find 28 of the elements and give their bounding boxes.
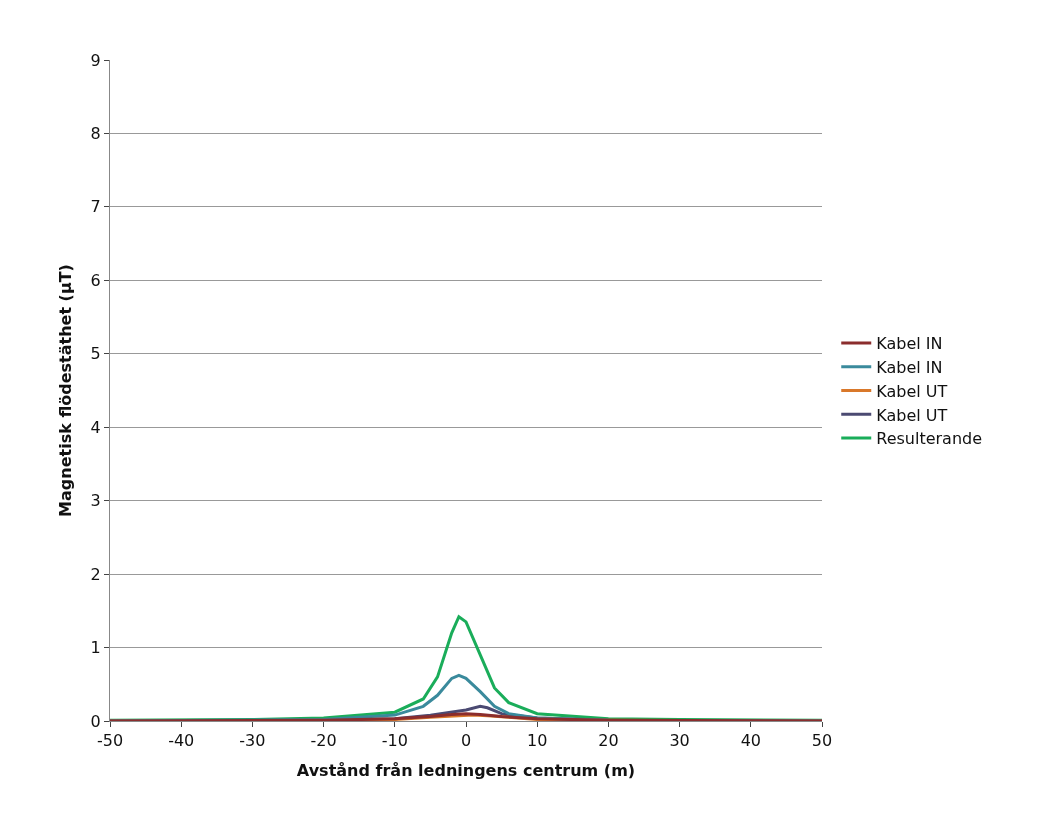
y-tick-label: 0 bbox=[90, 711, 101, 731]
x-tick-label: -40 bbox=[168, 731, 195, 751]
x-tick-label: -30 bbox=[239, 731, 266, 751]
y-tick-label: 2 bbox=[90, 564, 101, 584]
x-tick-label: 50 bbox=[811, 731, 833, 751]
x-tick-label: -50 bbox=[96, 731, 124, 751]
legend-label: Kabel UT bbox=[876, 405, 948, 425]
legend-label: Resulterande bbox=[876, 429, 983, 449]
x-tick-label: 0 bbox=[460, 731, 472, 751]
x-tick-label: 40 bbox=[740, 731, 761, 751]
y-axis-title: Magnetisk flödestäthet (µT) bbox=[55, 264, 75, 517]
x-tick-label: -10 bbox=[381, 731, 408, 751]
y-tick-label: 3 bbox=[90, 491, 101, 511]
x-axis-title: Avstånd från ledningens centrum (m) bbox=[296, 760, 636, 780]
y-tick-label: 4 bbox=[90, 417, 101, 437]
legend-label: Kabel IN bbox=[876, 334, 943, 354]
x-tick-label: 20 bbox=[598, 731, 619, 751]
legend-label: Kabel UT bbox=[876, 381, 948, 401]
y-tick-label: 8 bbox=[90, 124, 101, 144]
x-tick-label: 10 bbox=[527, 731, 548, 751]
x-tick-label: -20 bbox=[310, 731, 337, 751]
y-tick-label: 1 bbox=[90, 638, 101, 658]
y-tick-label: 6 bbox=[90, 270, 101, 290]
legend-label: Kabel IN bbox=[876, 357, 943, 377]
y-tick-label: 7 bbox=[90, 197, 101, 217]
x-tick-label: 30 bbox=[669, 731, 690, 751]
y-tick-label: 9 bbox=[90, 50, 101, 70]
y-tick-label: 5 bbox=[90, 344, 101, 364]
